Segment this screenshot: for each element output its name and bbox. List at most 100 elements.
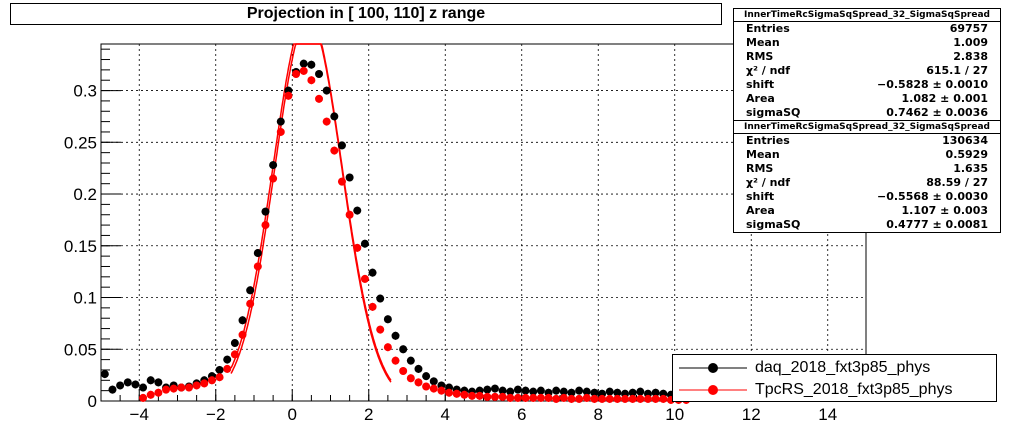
stats-row-sigmasq: sigmaSQ 0.7462 ± 0.0036 <box>746 106 988 119</box>
x-tick-label: −4 <box>130 405 149 424</box>
legend-label: daq_2018_fxt3p85_phys <box>755 359 931 376</box>
legend: daq_2018_fxt3p85_phys TpcRS_2018_fxt3p85… <box>672 354 997 402</box>
data-point-daq <box>345 173 354 182</box>
data-point-daq <box>582 387 591 396</box>
data-point-daq <box>536 386 545 395</box>
stats-row-rms: RMS 1.635 <box>746 162 988 175</box>
data-point-daq <box>223 355 232 364</box>
stats-box-daq: InnerTimeRcSigmaSqSpread_32_SigmaSqSprea… <box>733 8 1001 121</box>
y-tick-label: 0.1 <box>73 289 97 308</box>
data-point-tpcrs <box>383 343 392 352</box>
data-point-tpcrs <box>200 379 209 388</box>
data-point-daq <box>315 70 324 79</box>
data-point-daq <box>422 372 431 381</box>
data-point-tpcrs <box>353 243 362 252</box>
data-point-daq <box>146 376 155 385</box>
data-point-daq <box>376 294 385 303</box>
data-point-tpcrs <box>269 174 278 183</box>
data-point-tpcrs <box>146 390 155 399</box>
chart-title: Projection in [ 100, 110] z range <box>10 3 722 25</box>
data-point-tpcrs <box>276 127 285 136</box>
data-point-daq <box>238 316 247 325</box>
data-point-tpcrs <box>590 394 599 403</box>
data-point-tpcrs <box>567 394 576 403</box>
stats-row-chi2: χ² / ndf 615.1 / 27 <box>746 64 988 77</box>
legend-marker-black <box>679 363 747 373</box>
data-point-tpcrs <box>559 393 568 402</box>
data-point-tpcrs <box>330 146 339 155</box>
data-point-tpcrs <box>299 66 308 75</box>
stats-row-rms: RMS 2.838 <box>746 50 988 63</box>
data-point-tpcrs <box>230 350 239 359</box>
data-point-daq <box>483 385 492 394</box>
stats-row-chi2: χ² / ndf 88.59 / 27 <box>746 176 988 189</box>
data-point-daq <box>636 387 645 396</box>
data-point-daq <box>406 356 415 365</box>
data-point-tpcrs <box>399 366 408 375</box>
stats-title: InnerTimeRcSigmaSqSpread_32_SigmaSqSprea… <box>734 9 1000 22</box>
data-point-tpcrs <box>322 117 331 126</box>
data-point-daq <box>613 388 622 397</box>
data-point-daq <box>307 60 316 69</box>
stats-box-tpcrs: InnerTimeRcSigmaSqSpread_32_SigmaSqSprea… <box>733 120 1001 233</box>
data-point-tpcrs <box>391 356 400 365</box>
data-point-tpcrs <box>521 393 530 402</box>
data-point-tpcrs <box>345 210 354 219</box>
data-point-daq <box>628 388 637 397</box>
stats-row-shift: shift −0.5568 ± 0.0030 <box>746 190 988 203</box>
y-tick-label: 0.2 <box>73 185 97 204</box>
x-tick-label: 10 <box>665 405 684 424</box>
data-point-tpcrs <box>651 394 660 403</box>
data-point-tpcrs <box>215 373 224 382</box>
data-point-daq <box>276 117 285 126</box>
data-point-daq <box>383 315 392 324</box>
data-point-tpcrs <box>223 364 232 373</box>
axis-ticks: −4 −2 0 2 4 6 8 10 12 14 0 0.05 0.1 0.15 0.2 0.25 0.3 <box>64 48 867 424</box>
data-point-tpcrs <box>536 393 545 402</box>
stats-row-sigmasq: sigmaSQ 0.4777 ± 0.0081 <box>746 218 988 231</box>
data-point-daq <box>123 378 132 387</box>
data-point-tpcrs <box>261 221 270 230</box>
data-point-tpcrs <box>337 177 346 186</box>
data-point-tpcrs <box>613 394 622 403</box>
data-point-tpcrs <box>636 394 645 403</box>
data-point-tpcrs <box>582 393 591 402</box>
stats-row-mean: Mean 1.009 <box>746 36 988 49</box>
data-point-daq <box>116 381 125 390</box>
data-point-tpcrs <box>575 394 584 403</box>
y-tick-label: 0 <box>88 392 97 411</box>
data-point-tpcrs <box>445 388 454 397</box>
data-point-tpcrs <box>315 94 324 103</box>
x-tick-label: 8 <box>594 405 603 424</box>
x-tick-label: 12 <box>742 405 761 424</box>
data-point-tpcrs <box>437 386 446 395</box>
stats-row-entries: Entries 69757 <box>746 22 988 35</box>
y-tick-label: 0.05 <box>64 340 97 359</box>
legend-item-tpcrs: TpcRS_2018_fxt3p85_phys <box>673 379 996 401</box>
stats-row-entries: Entries 130634 <box>746 134 988 147</box>
y-tick-label: 0.3 <box>73 82 97 101</box>
data-point-daq <box>513 385 522 394</box>
stats-row-shift: shift −0.5828 ± 0.0010 <box>746 78 988 91</box>
data-point-daq <box>559 387 568 396</box>
data-point-daq <box>414 364 423 373</box>
data-point-tpcrs <box>376 325 385 334</box>
data-point-tpcrs <box>406 374 415 383</box>
data-point-tpcrs <box>544 393 553 402</box>
fit-curve <box>230 43 392 381</box>
data-point-daq <box>330 112 339 121</box>
data-point-tpcrs <box>284 91 293 100</box>
data-point-daq <box>391 331 400 340</box>
x-tick-label: 14 <box>818 405 837 424</box>
x-tick-label: −2 <box>206 405 225 424</box>
data-point-tpcrs <box>422 382 431 391</box>
data-point-tpcrs <box>246 299 255 308</box>
data-point-daq <box>521 386 530 395</box>
stats-row-area: Area 1.107 ± 0.003 <box>746 204 988 217</box>
data-point-tpcrs <box>552 394 561 403</box>
legend-item-daq: daq_2018_fxt3p85_phys <box>673 357 996 379</box>
data-point-tpcrs <box>506 393 515 402</box>
data-point-tpcrs <box>192 381 201 390</box>
data-point-daq <box>299 59 308 68</box>
data-point-daq <box>269 161 278 170</box>
